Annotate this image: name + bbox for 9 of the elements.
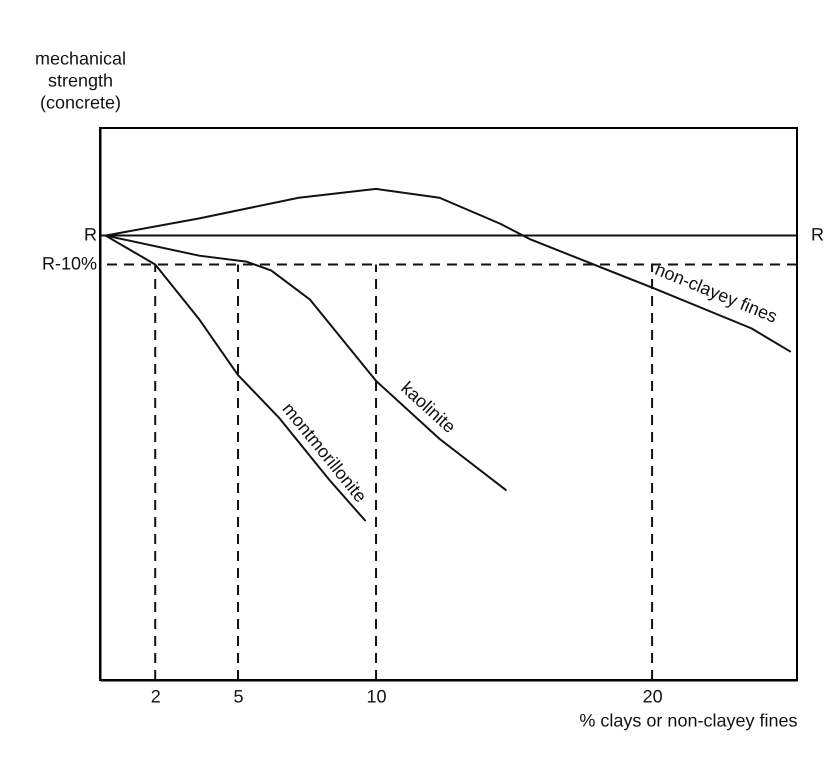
x-axis-title: % clays or non-clayey fines — [579, 710, 798, 730]
y-axis-title: mechanical strength (concrete) — [34, 48, 126, 112]
x-tick-label: 5 — [234, 686, 244, 706]
ref-line-label: R — [84, 224, 97, 245]
annotation: R — [811, 224, 824, 245]
x-tick-label: 20 — [642, 686, 663, 706]
x-tick-label: 2 — [150, 686, 161, 706]
ref-line-label: R-10% — [42, 254, 97, 274]
x-tick-label: 10 — [366, 686, 387, 706]
